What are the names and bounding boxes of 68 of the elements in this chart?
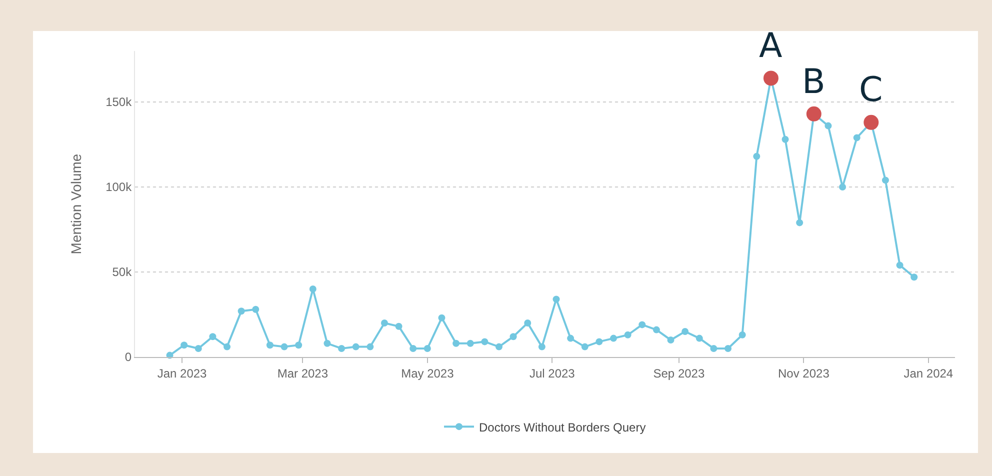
- point: [839, 184, 846, 190]
- y-tick-label: 50k: [112, 265, 133, 280]
- x-tick-label: Nov 2023: [778, 366, 830, 380]
- point: [596, 338, 603, 346]
- point: [452, 340, 460, 347]
- point: [610, 334, 617, 342]
- point: [280, 343, 288, 350]
- point: [209, 333, 216, 340]
- point: [524, 320, 532, 326]
- point: [763, 70, 778, 86]
- point: [194, 345, 202, 352]
- point: [338, 345, 346, 352]
- point: [481, 338, 488, 346]
- point: [252, 306, 260, 313]
- point: [552, 296, 560, 303]
- point: [309, 286, 316, 292]
- point: [538, 343, 546, 350]
- point: [853, 134, 860, 142]
- point: [796, 219, 804, 226]
- point: [624, 331, 632, 338]
- point: [910, 274, 918, 281]
- point: [567, 334, 574, 342]
- x-tick-label: Mar 2023: [277, 366, 328, 380]
- y-tick-label: 150k: [106, 95, 133, 110]
- point: [266, 342, 274, 349]
- point: [238, 308, 245, 315]
- point: [782, 136, 789, 143]
- y-axis-title: Mention Volume: [68, 154, 84, 254]
- y-tick-label: 0: [124, 350, 132, 364]
- annotation: B: [802, 62, 826, 102]
- point: [738, 331, 746, 338]
- point: [753, 152, 760, 160]
- point: [324, 340, 331, 347]
- point: [710, 345, 718, 352]
- point: [224, 343, 231, 350]
- point: [696, 334, 703, 342]
- x-tick-label: Sep 2023: [653, 366, 705, 380]
- point: [864, 114, 879, 130]
- point: [682, 328, 689, 335]
- point: [581, 343, 588, 350]
- point: [410, 345, 417, 352]
- point: [466, 340, 474, 347]
- point: [510, 333, 517, 340]
- legend-label: Doctors Without Borders Query: [479, 420, 646, 434]
- annotation: A: [759, 26, 782, 66]
- x-tick-label: Jan 2023: [157, 366, 208, 380]
- point: [424, 345, 431, 352]
- point: [652, 326, 660, 334]
- point: [352, 343, 360, 350]
- point: [667, 336, 674, 344]
- point: [366, 343, 374, 350]
- point: [180, 342, 188, 349]
- point: [724, 345, 732, 352]
- point: [806, 106, 822, 122]
- point: [495, 343, 502, 350]
- point: [882, 176, 889, 184]
- point: [395, 322, 402, 330]
- point: [438, 314, 446, 322]
- annotation: C: [859, 70, 883, 110]
- x-tick-label: May 2023: [401, 366, 454, 380]
- x-tick-label: Jan 2024: [904, 366, 954, 380]
- point: [295, 342, 302, 349]
- y-tick-label: 100k: [106, 180, 133, 194]
- point: [638, 321, 646, 328]
- x-tick-label: Jul 2023: [529, 366, 576, 380]
- point: [896, 262, 904, 269]
- point: [824, 122, 832, 130]
- point: [380, 320, 388, 326]
